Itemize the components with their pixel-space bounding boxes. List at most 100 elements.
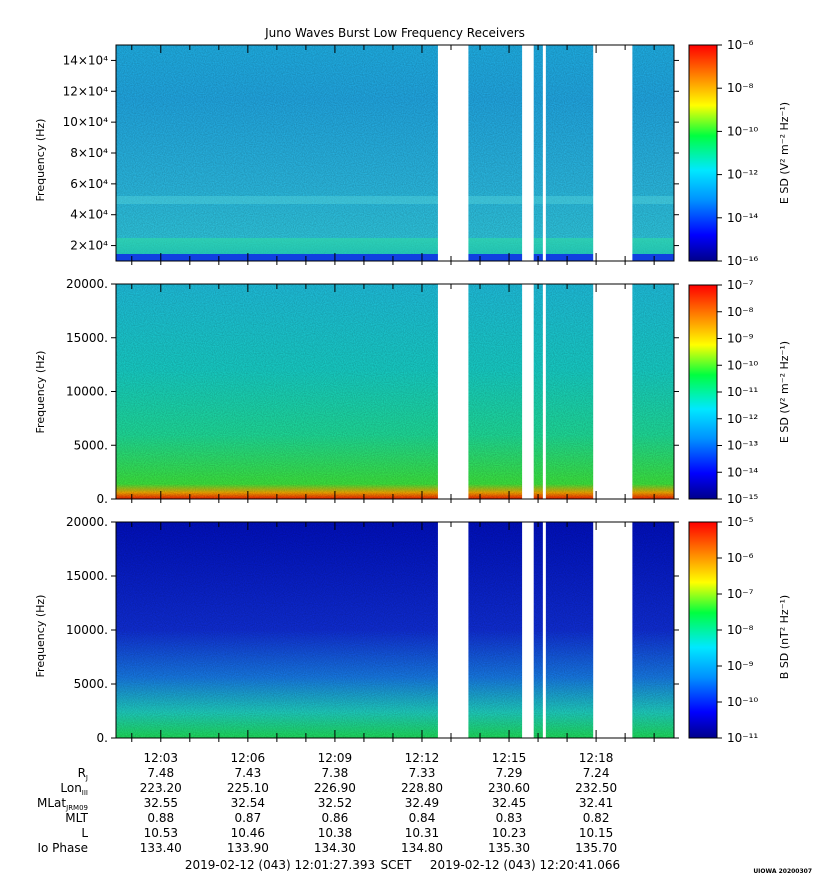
ephemeris-value: 10.53 xyxy=(144,826,178,840)
panel-1-ytick-label: 10×10⁴ xyxy=(63,115,109,129)
panel-2-colorbar-tick-label: 10⁻¹² xyxy=(727,412,758,426)
panel-2-colorbar-tick-label: 10⁻⁹ xyxy=(727,332,754,346)
panel-3-colorbar-tick-label: 10⁻⁵ xyxy=(727,515,754,529)
panel-2-colorbar-tick-label: 10⁻⁸ xyxy=(727,305,754,319)
panel-3-colorbar-tick-label: 10⁻¹⁰ xyxy=(727,695,758,709)
panel-2-colorbar-tick-label: 10⁻¹⁴ xyxy=(727,465,758,479)
panel-3-gaps xyxy=(437,522,633,738)
panel-3-data-gap xyxy=(522,522,534,738)
panel-3: 20000. 15000. 10000. 5000. 0. Frequency (Hz)… xyxy=(34,515,791,745)
ephemeris-row-label: Io Phase xyxy=(37,841,88,855)
ephemeris-value: 135.70 xyxy=(575,841,617,855)
ephemeris-value: 7.24 xyxy=(583,766,610,780)
panel-1-ylabel: Frequency (Hz) xyxy=(34,119,47,202)
ephemeris-row-subscript: JRM09 xyxy=(65,804,88,812)
ephemeris-value: 10.31 xyxy=(405,826,439,840)
ephemeris-value: 10.15 xyxy=(579,826,613,840)
ephemeris-value: 230.60 xyxy=(488,781,530,795)
panel-3-data-gap xyxy=(437,522,469,738)
panel-3-colorbar-tick-label: 10⁻⁷ xyxy=(727,587,754,601)
panel-1-colorbar-tick-label: 10⁻⁶ xyxy=(727,38,754,52)
ephemeris-value: 134.80 xyxy=(401,841,443,855)
panel-2-data-gap xyxy=(437,284,469,499)
panel-1-ytick-label: 12×10⁴ xyxy=(63,84,109,98)
ephemeris-value: 133.40 xyxy=(140,841,182,855)
ephemeris-value: 32.52 xyxy=(318,796,352,810)
time-tick-label: 12:09 xyxy=(318,751,353,765)
ephemeris-value: 32.55 xyxy=(144,796,178,810)
panel-2-colorbar xyxy=(688,284,718,500)
ephemeris-value: 32.54 xyxy=(231,796,265,810)
panel-1-bottom-band xyxy=(116,254,674,261)
panel-3-ytick-label: 0. xyxy=(97,731,108,745)
ephemeris-row-label: MLatJRM09 xyxy=(37,796,88,812)
ephemeris-table: RJ 7.48 7.43 7.38 7.33 7.29 7.24 LonIII 223.20 22… xyxy=(37,766,617,855)
panel-1-data-gap xyxy=(542,45,546,261)
panel-2-data-gap xyxy=(593,284,633,499)
panel-1-yticks: 2×10⁴ 4×10⁴ 6×10⁴ 8×10⁴ 10×10⁴ 12×10⁴ 14×10⁴ xyxy=(63,53,679,253)
time-tick-label: 12:03 xyxy=(143,751,178,765)
panel-2-colorbar-tick-label: 10⁻⁷ xyxy=(727,278,754,292)
panel-2-ytick-label: 20000. xyxy=(66,277,108,291)
panel-1-data-gap xyxy=(593,45,633,261)
panel-2-ytick-label: 10000. xyxy=(66,385,108,399)
panel-1-gaps xyxy=(437,45,633,261)
time-tick-label: 12:18 xyxy=(579,751,614,765)
panel-2-data-gap xyxy=(522,284,534,499)
footer-end-time: 2019-02-12 (043) 12:20:41.066 xyxy=(430,858,620,872)
panel-3-colorbar-ticks: 10⁻⁵ 10⁻⁶ 10⁻⁷ 10⁻⁸ 10⁻⁹ 10⁻¹⁰ 10⁻¹¹ xyxy=(717,515,758,745)
panel-2-ytick-label: 15000. xyxy=(66,331,108,345)
ephemeris-value: 135.30 xyxy=(488,841,530,855)
ephemeris-value: 0.83 xyxy=(496,811,523,825)
panel-3-colorbar-label: B SD (nT² Hz⁻¹) xyxy=(778,595,791,679)
panel-3-ytick-label: 10000. xyxy=(66,623,108,637)
ephemeris-value: 7.43 xyxy=(234,766,261,780)
time-tick-label: 12:12 xyxy=(405,751,440,765)
panel-1-colorbar xyxy=(688,44,718,262)
panel-2-data-gap xyxy=(542,284,546,499)
panel-1: 2×10⁴ 4×10⁴ 6×10⁴ 8×10⁴ 10×10⁴ 12×10⁴ 14×10⁴ F… xyxy=(34,38,791,268)
ephemeris-value: 32.49 xyxy=(405,796,439,810)
ephemeris-value: 0.86 xyxy=(322,811,349,825)
panel-1-data-gap xyxy=(437,45,469,261)
panel-1-ytick-label: 4×10⁴ xyxy=(70,208,108,222)
ephemeris-value: 232.50 xyxy=(575,781,617,795)
ephemeris-value: 7.48 xyxy=(147,766,174,780)
ephemeris-row-label: RJ xyxy=(78,766,88,782)
panel-3-data-gap xyxy=(593,522,633,738)
panel-1-colorbar-tick-label: 10⁻¹⁰ xyxy=(727,124,758,138)
panel-2-ytick-label: 5000. xyxy=(74,438,108,452)
ephemeris-value: 133.90 xyxy=(227,841,269,855)
ephemeris-value: 0.82 xyxy=(583,811,610,825)
panel-3-ytick-label: 20000. xyxy=(66,515,108,529)
panel-3-colorbar-tick-label: 10⁻¹¹ xyxy=(727,731,758,745)
panel-2: 20000. 15000. 10000. 5000. 0. Frequency (Hz)… xyxy=(34,277,791,506)
ephemeris-value: 10.46 xyxy=(231,826,265,840)
uiowa-stamp: UIOWA 20200307 xyxy=(753,868,812,875)
panel-3-colorbar-tick-label: 10⁻⁸ xyxy=(727,623,754,637)
ephemeris-value: 0.84 xyxy=(409,811,436,825)
ephemeris-row-subscript: III xyxy=(82,789,88,797)
figure-title: Juno Waves Burst Low Frequency Receivers xyxy=(264,26,525,40)
ephemeris-value: 0.87 xyxy=(234,811,261,825)
panel-2-colorbar-tick-label: 10⁻¹¹ xyxy=(727,385,758,399)
panel-3-ytick-label: 5000. xyxy=(74,677,108,691)
ephemeris-value: 226.90 xyxy=(314,781,356,795)
panel-3-yticks: 20000. 15000. 10000. 5000. 0. xyxy=(66,515,679,745)
panel-3-noise xyxy=(116,522,674,738)
panel-1-colorbar-tick-label: 10⁻¹² xyxy=(727,168,758,182)
ephemeris-row-label: LonIII xyxy=(60,781,88,797)
panel-2-colorbar-ticks: 10⁻⁷ 10⁻⁸ 10⁻⁹ 10⁻¹⁰ 10⁻¹¹ 10⁻¹² 10⁻¹³ 10⁻¹⁴ 10⁻… xyxy=(717,278,758,506)
panel-3-data-gap xyxy=(542,522,546,738)
panel-1-noise xyxy=(116,45,674,261)
panel-2-colorbar-tick-label: 10⁻¹⁰ xyxy=(727,358,758,372)
ephemeris-value: 225.10 xyxy=(227,781,269,795)
panel-3-colorbar-tick-label: 10⁻⁶ xyxy=(727,551,754,565)
panel-3-ylabel: Frequency (Hz) xyxy=(34,595,47,678)
panel-3-ytick-label: 15000. xyxy=(66,569,108,583)
time-tick-label: 12:06 xyxy=(231,751,266,765)
panel-1-data-gap xyxy=(522,45,534,261)
panel-3-colorbar-tick-label: 10⁻⁹ xyxy=(727,659,754,673)
panel-3-colorbar xyxy=(688,521,718,739)
ephemeris-value: 134.30 xyxy=(314,841,356,855)
